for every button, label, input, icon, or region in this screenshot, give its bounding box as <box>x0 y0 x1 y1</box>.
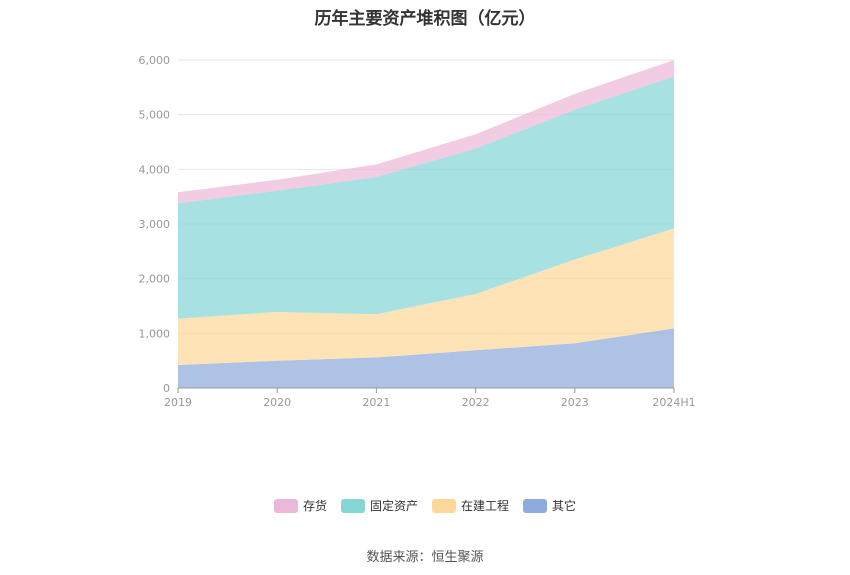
area-其它[interactable] <box>178 328 674 388</box>
legend-label: 固定资产 <box>369 499 418 513</box>
y-tick-label: 0 <box>163 382 170 395</box>
x-tick-label: 2023 <box>561 396 589 409</box>
legend-label: 在建工程 <box>461 499 510 513</box>
y-tick-label: 3,000 <box>139 218 171 231</box>
x-tick-label: 2019 <box>164 396 192 409</box>
area-存货[interactable] <box>178 60 674 204</box>
x-tick-label: 2024H1 <box>652 396 695 409</box>
y-tick-label: 4,000 <box>139 163 171 176</box>
legend-label: 存货 <box>302 499 327 513</box>
legend-swatch <box>340 498 365 513</box>
area-固定资产[interactable] <box>178 76 674 319</box>
y-tick-label: 1,000 <box>139 327 171 340</box>
legend-item[interactable]: 在建工程 <box>432 497 509 514</box>
y-tick-label: 5,000 <box>139 109 171 122</box>
legend-swatch <box>523 498 548 513</box>
legend: 存货 固定资产 在建工程 其它 <box>0 497 850 514</box>
y-tick-label: 6,000 <box>139 54 171 67</box>
area-series <box>178 60 674 388</box>
legend-item[interactable]: 其它 <box>523 497 576 514</box>
legend-swatch <box>432 498 456 513</box>
legend-item[interactable]: 固定资产 <box>340 497 418 514</box>
chart-title: 历年主要资产堆积图（亿元） <box>314 9 536 29</box>
y-tick-label: 2,000 <box>139 273 171 286</box>
x-tick-label: 2020 <box>263 396 291 409</box>
area-在建工程[interactable] <box>178 228 674 365</box>
legend-label: 其它 <box>552 499 577 513</box>
x-tick-label: 2022 <box>462 396 490 409</box>
x-tick-label: 2021 <box>362 396 390 409</box>
axes: 0 1,000 2,000 3,000 4,000 5,000 6,000 2019 2020 2… <box>139 54 696 409</box>
stacked-area-chart: 0 1,000 2,000 3,000 4,000 5,000 6,000 2019 2020 2… <box>139 54 696 409</box>
legend-swatch <box>273 498 298 513</box>
data-source-note: 数据来源：恒生聚源 <box>366 550 484 565</box>
legend-item[interactable]: 存货 <box>273 497 327 514</box>
